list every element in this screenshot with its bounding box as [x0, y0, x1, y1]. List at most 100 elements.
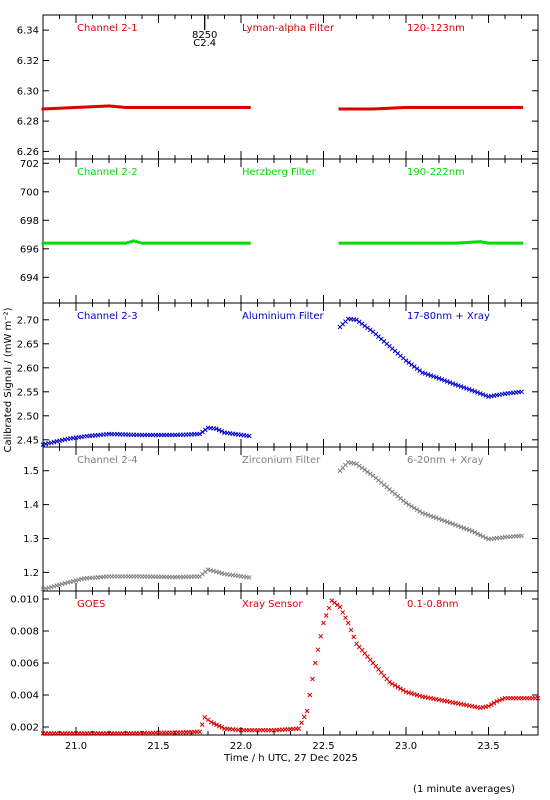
data-point [374, 241, 378, 245]
data-point [420, 370, 425, 375]
data-point [483, 535, 489, 541]
data-point [477, 532, 483, 538]
data-point [418, 241, 422, 245]
data-point [247, 241, 251, 245]
data-point [454, 105, 457, 109]
data-point [466, 527, 472, 533]
data-point [355, 107, 358, 111]
data-point [245, 105, 248, 109]
footnote: (1 minute averages) [413, 784, 515, 795]
data-point [498, 105, 501, 109]
data-point [517, 105, 521, 109]
data-point [216, 723, 222, 729]
data-point [356, 319, 362, 325]
data-point [170, 241, 174, 245]
data-point [475, 390, 480, 395]
data-point [410, 241, 413, 245]
data-point [85, 105, 89, 109]
data-point [495, 241, 499, 245]
data-point [371, 241, 375, 245]
data-point [71, 106, 75, 110]
data-point [148, 241, 152, 245]
data-point [396, 106, 400, 110]
y-tick-label: 6.26 [17, 147, 39, 158]
data-point [208, 719, 214, 725]
data-point [462, 105, 466, 109]
panel-channel-label: Channel 2-1 [77, 23, 138, 34]
data-point [55, 241, 59, 245]
x-tick-label: 22.0 [230, 741, 252, 752]
data-point [192, 241, 196, 245]
data-point [443, 105, 446, 109]
flare-marker: 8250 C2.4 [192, 15, 217, 49]
data-point [181, 105, 185, 109]
data-point [473, 105, 477, 109]
data-point [77, 241, 81, 245]
data-point [157, 241, 160, 245]
data-point [223, 241, 226, 245]
data-point [469, 528, 475, 534]
panel-band-label: 120-123nm [407, 23, 465, 34]
y-tick-label: 2.70 [17, 315, 39, 326]
data-point [415, 105, 419, 109]
data-point [470, 240, 474, 244]
data-point [458, 384, 464, 389]
data-point [411, 364, 417, 369]
data-point [478, 240, 482, 244]
data-point [359, 321, 365, 327]
data-point [93, 241, 97, 245]
data-point [184, 105, 188, 109]
y-tick-label: 700 [20, 187, 39, 198]
data-point [162, 105, 166, 109]
data-point [214, 722, 219, 728]
data-point [444, 379, 450, 384]
data-point [472, 389, 478, 394]
data-point [390, 241, 394, 245]
data-point [414, 366, 420, 371]
data-point [213, 569, 219, 575]
data-point [44, 107, 48, 111]
flare-marker-label-region: 8250 [192, 30, 217, 41]
data-point [77, 105, 81, 109]
y-tick-label: 2.55 [17, 387, 39, 398]
data-point [379, 107, 383, 111]
data-point [195, 105, 199, 109]
data-point [362, 323, 368, 329]
panel-filter-label: Herzberg Filter [242, 167, 317, 178]
data-point [484, 241, 488, 245]
data-point [434, 241, 438, 245]
data-point [403, 358, 409, 363]
panel-frame [42, 590, 539, 736]
data-point [476, 105, 479, 109]
data-point [503, 241, 507, 245]
data-point [409, 691, 414, 696]
data-point [82, 241, 86, 245]
data-point [450, 381, 456, 386]
data-point [102, 241, 105, 245]
data-point [491, 700, 497, 706]
data-point [91, 105, 94, 109]
data-point [417, 509, 423, 514]
data-point [225, 241, 229, 245]
data-point [212, 241, 215, 245]
data-point [71, 241, 75, 245]
data-point [477, 391, 483, 396]
data-point [344, 107, 347, 111]
data-point [389, 681, 395, 687]
data-point [187, 105, 191, 109]
data-point [447, 520, 453, 526]
data-point [352, 107, 356, 111]
data-point [359, 465, 365, 471]
data-point [456, 105, 460, 109]
data-point [242, 241, 246, 245]
data-point [296, 726, 302, 731]
y-tick-label: 696 [20, 244, 39, 255]
data-point [481, 240, 485, 244]
data-point [434, 105, 438, 109]
data-point [343, 615, 348, 621]
data-point [509, 241, 512, 245]
data-point [506, 241, 510, 245]
data-point [454, 241, 457, 245]
data-point [124, 105, 127, 109]
y-tick-label: 6.30 [17, 86, 39, 97]
